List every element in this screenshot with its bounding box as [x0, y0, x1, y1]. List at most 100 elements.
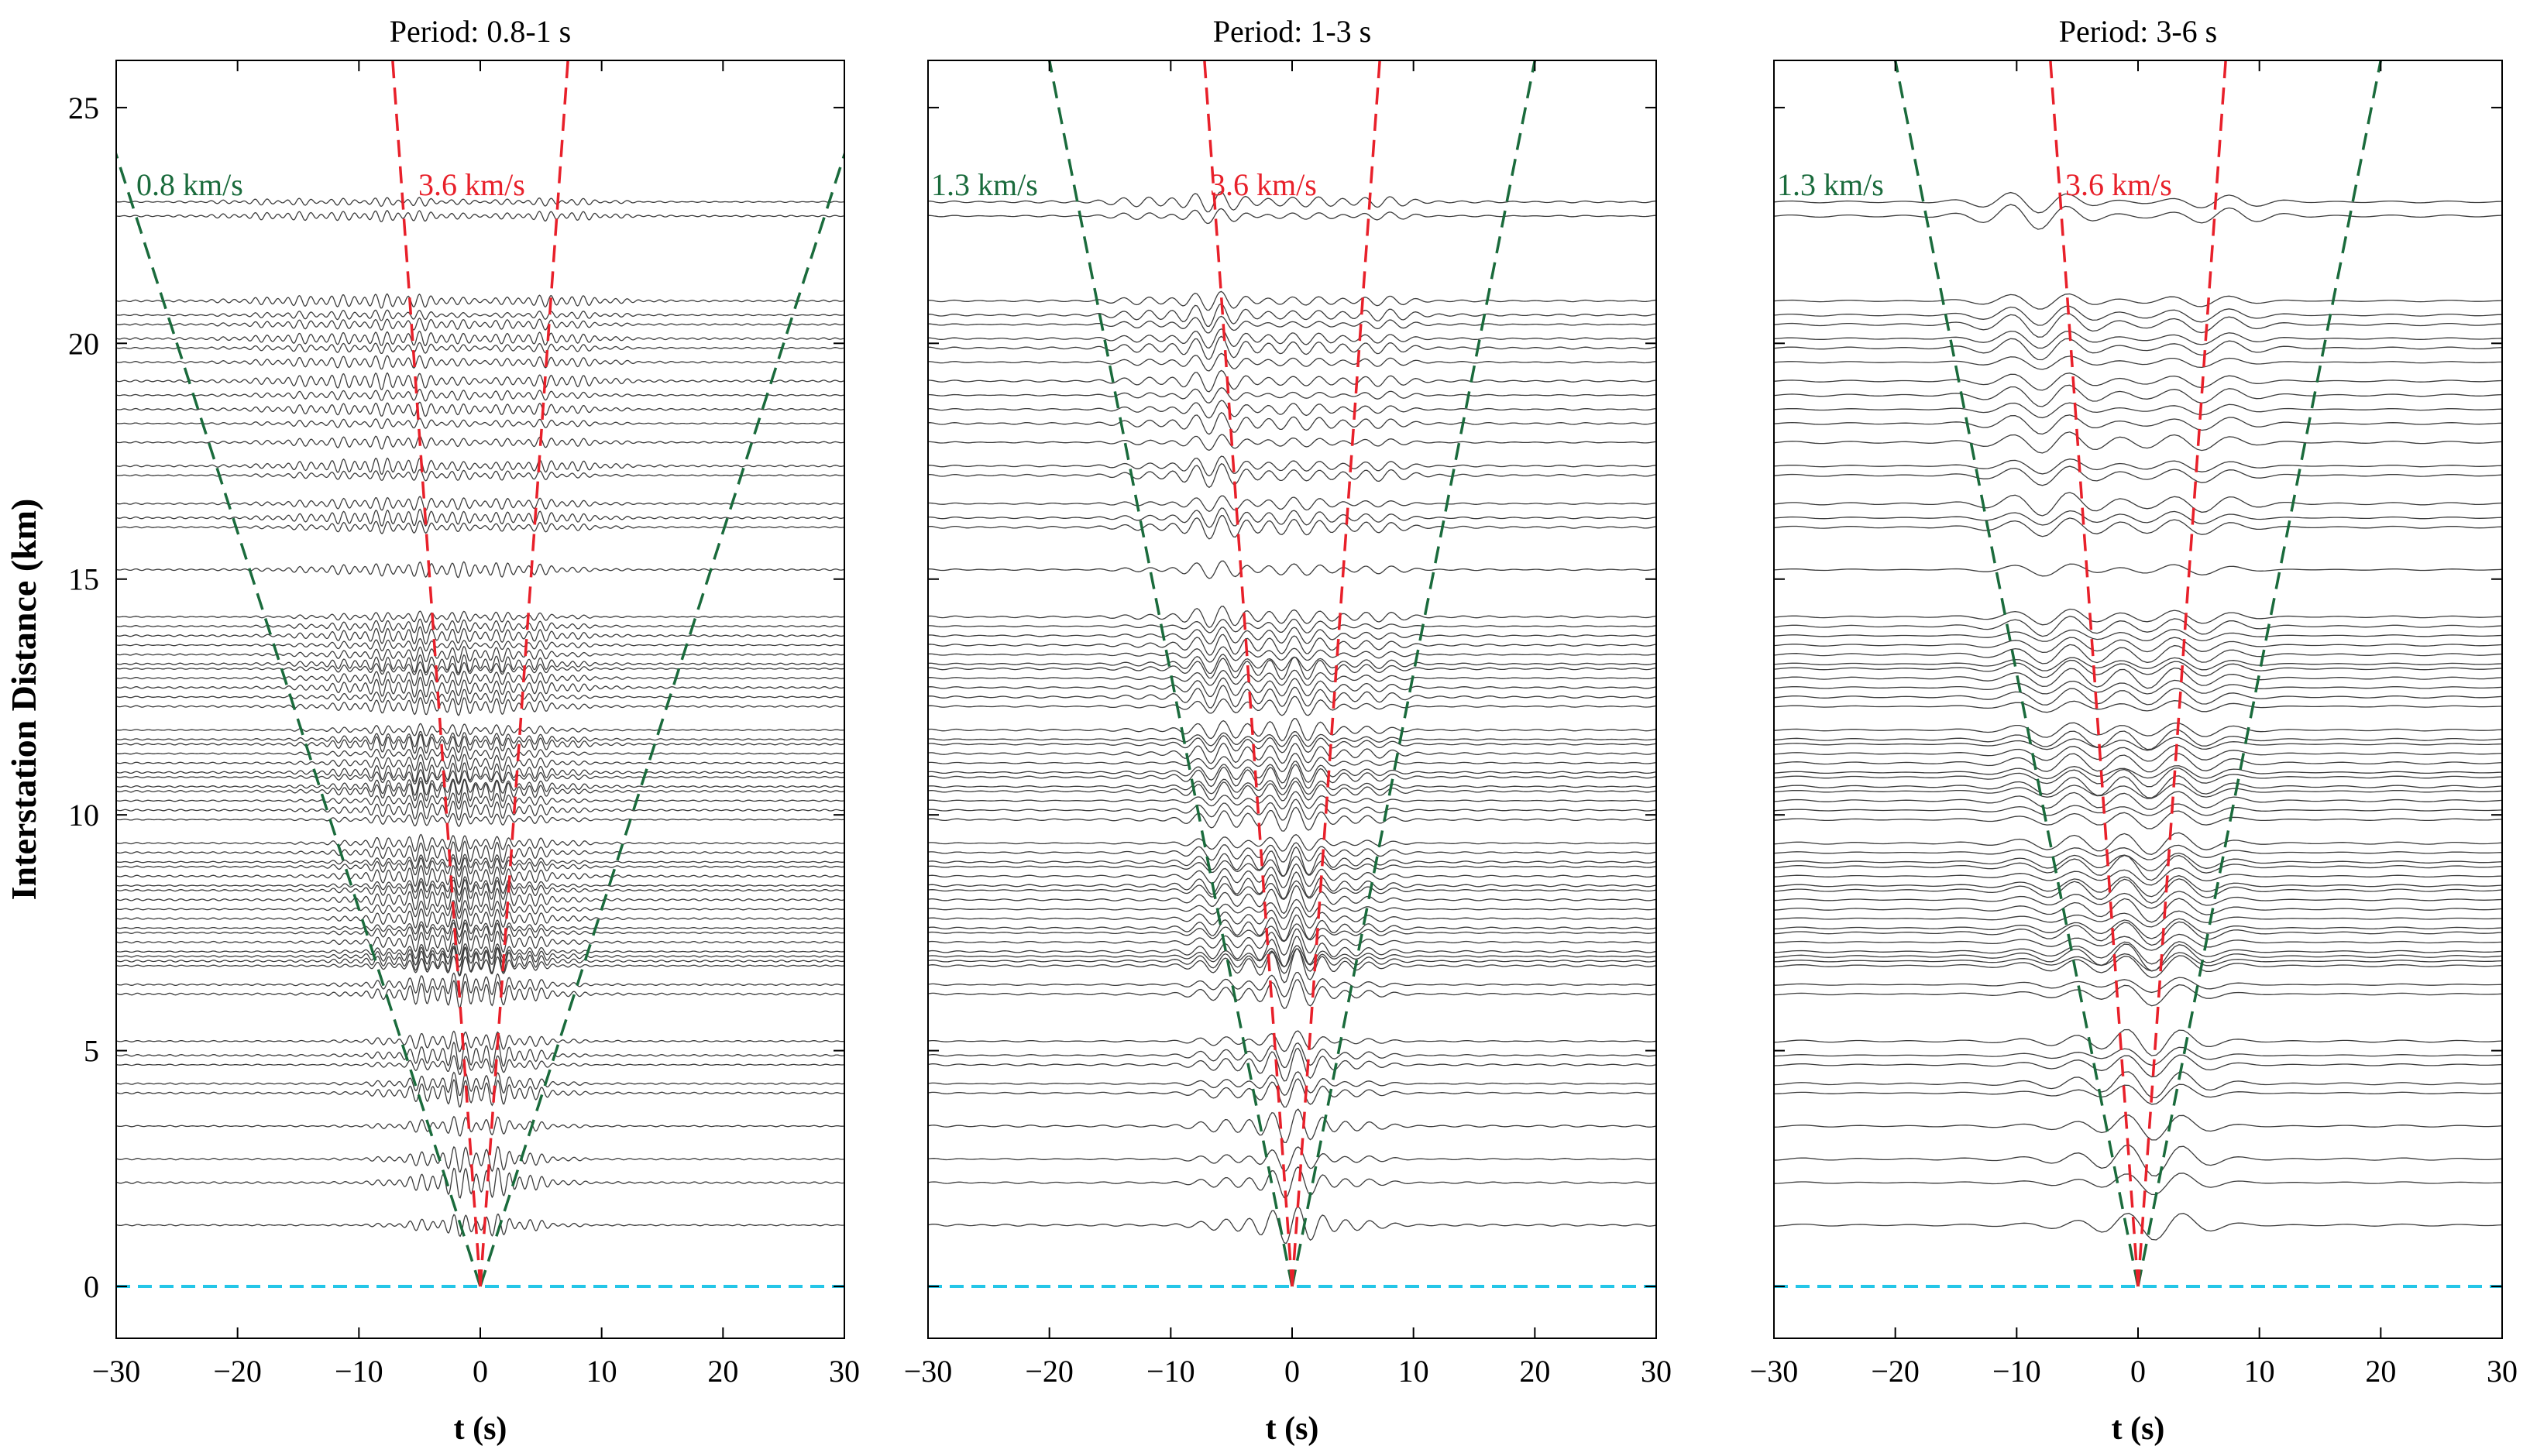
trace-line — [1774, 629, 2502, 642]
trace-line — [928, 495, 1656, 513]
trace-line — [116, 857, 844, 877]
x-tick-label: 30 — [829, 1354, 860, 1389]
trace-line — [1774, 875, 2502, 898]
trace-line — [116, 293, 844, 309]
trace-line — [116, 908, 844, 931]
trace-line — [116, 946, 844, 977]
trace-line — [928, 656, 1656, 681]
trace-line — [928, 777, 1656, 795]
trace-line — [1774, 891, 2502, 909]
trace-line — [116, 401, 844, 417]
trace-line — [928, 654, 1656, 675]
trace-line — [116, 733, 844, 754]
panel-1-traces — [928, 191, 1656, 1245]
trace-line — [116, 1145, 844, 1173]
trace-line — [1774, 637, 2502, 654]
trace-line — [116, 792, 844, 810]
trace-line — [928, 806, 1656, 832]
red-velocity-line — [479, 60, 569, 1287]
trace-line — [116, 637, 844, 652]
trace-line — [1774, 729, 2502, 750]
trace-line — [1774, 659, 2502, 678]
red-velocity-line — [391, 60, 482, 1287]
x-tick-label: 30 — [1641, 1354, 1672, 1389]
trace-line — [1774, 1054, 2502, 1078]
x-tick-label: 10 — [586, 1354, 617, 1389]
trace-line — [1774, 657, 2502, 671]
trace-line — [116, 318, 844, 331]
panel-2-axes: −30 −20 −10 0 10 20 30 — [1750, 60, 2518, 1389]
x-tick-label: 20 — [707, 1354, 738, 1389]
panel-0: Period: 0.8-1 s −30 −20 −10 0 10 20 30 0 5 10 15 20… — [68, 14, 860, 1447]
trace-line — [928, 315, 1656, 334]
trace-line — [928, 798, 1656, 821]
trace-line — [116, 979, 844, 1009]
trace-line — [116, 508, 844, 527]
trace-line — [928, 303, 1656, 328]
trace-line — [116, 900, 844, 920]
trace-line — [116, 689, 844, 706]
trace-line — [928, 945, 1656, 968]
trace-line — [1774, 852, 2502, 872]
trace-line — [1774, 458, 2502, 475]
trace-line — [928, 328, 1656, 349]
trace-line — [1774, 414, 2502, 435]
trace-line — [1774, 1114, 2502, 1141]
x-tick-label: 0 — [2130, 1354, 2146, 1389]
trace-line — [116, 943, 844, 962]
trace-line — [1774, 921, 2502, 946]
panel-0-x-axis-label: t (s) — [454, 1411, 507, 1447]
trace-line — [1774, 608, 2502, 626]
panel-2-title: Period: 3-6 s — [2059, 14, 2217, 49]
trace-line — [1774, 402, 2502, 419]
trace-line — [928, 898, 1656, 919]
trace-line — [928, 191, 1656, 213]
trace-line — [1774, 679, 2502, 695]
trace-line — [928, 1108, 1656, 1143]
trace-line — [116, 955, 844, 977]
trace-line — [928, 731, 1656, 747]
x-tick-label: 0 — [473, 1354, 488, 1389]
trace-line — [116, 435, 844, 450]
panel-2-red-velocity-label: 3.6 km/s — [2065, 167, 2172, 202]
trace-line — [1774, 373, 2502, 391]
panel-0-axes: −30 −20 −10 0 10 20 30 0 5 10 15 20 25 — [68, 60, 860, 1389]
red-velocity-line — [2136, 60, 2227, 1287]
x-tick-label: −10 — [1146, 1354, 1195, 1389]
trace-line — [116, 1055, 844, 1075]
trace-line — [1774, 431, 2502, 454]
x-tick-label: −30 — [92, 1354, 141, 1389]
trace-line — [116, 355, 844, 370]
trace-line — [928, 742, 1656, 764]
trace-line — [928, 791, 1656, 810]
trace-line — [1774, 941, 2502, 965]
green-velocity-line — [116, 150, 482, 1287]
green-velocity-line — [479, 150, 844, 1287]
trace-line — [116, 878, 844, 903]
trace-line — [928, 463, 1656, 489]
trace-line — [1774, 313, 2502, 338]
trace-line — [116, 1071, 844, 1097]
trace-line — [1774, 293, 2502, 310]
trace-line — [1774, 775, 2502, 798]
panel-0-green-velocity-label: 0.8 km/s — [136, 167, 243, 202]
panel-2: Period: 3-6 s −30 −20 −10 0 10 20 30 1.3 km/s … — [1750, 14, 2518, 1447]
trace-line — [928, 626, 1656, 644]
trace-line — [1774, 563, 2502, 577]
x-tick-label: −10 — [1992, 1354, 2041, 1389]
panel-1-title: Period: 1-3 s — [1213, 14, 1371, 49]
red-velocity-line — [1203, 60, 1294, 1287]
x-tick-label: 20 — [1519, 1354, 1550, 1389]
trace-line — [1774, 910, 2502, 928]
trace-line — [1774, 933, 2502, 951]
trace-line — [116, 496, 844, 511]
x-tick-label: 10 — [1398, 1354, 1429, 1389]
trace-line — [1774, 355, 2502, 370]
trace-line — [116, 876, 844, 896]
trace-line — [116, 919, 844, 938]
trace-line — [1774, 338, 2502, 361]
x-tick-label: −30 — [904, 1354, 953, 1389]
trace-line — [116, 654, 844, 675]
trace-line — [116, 1041, 844, 1070]
trace-line — [928, 634, 1656, 656]
